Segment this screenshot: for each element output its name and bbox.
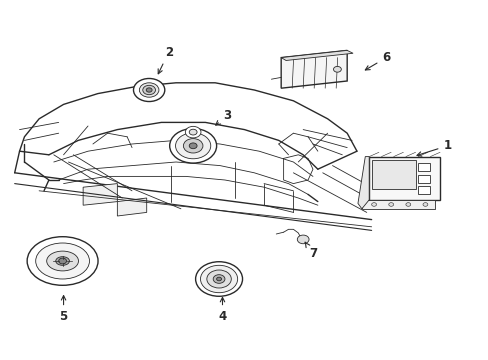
Polygon shape <box>368 157 439 200</box>
Text: 7: 7 <box>305 242 316 260</box>
Circle shape <box>183 139 203 153</box>
Circle shape <box>142 85 155 95</box>
Ellipse shape <box>56 257 69 265</box>
Circle shape <box>195 262 242 296</box>
Circle shape <box>200 265 237 293</box>
Ellipse shape <box>36 243 89 279</box>
Text: 6: 6 <box>365 51 389 70</box>
Circle shape <box>175 133 210 159</box>
Circle shape <box>206 270 231 288</box>
Polygon shape <box>417 186 429 194</box>
Polygon shape <box>361 200 434 209</box>
Polygon shape <box>371 160 415 189</box>
Polygon shape <box>417 163 429 171</box>
Polygon shape <box>281 50 346 88</box>
Circle shape <box>297 235 308 244</box>
Circle shape <box>333 66 341 72</box>
Circle shape <box>189 143 197 149</box>
Polygon shape <box>417 175 429 183</box>
Text: 5: 5 <box>60 296 67 323</box>
Ellipse shape <box>47 251 78 271</box>
Text: 4: 4 <box>218 297 226 323</box>
Circle shape <box>59 258 66 264</box>
Circle shape <box>405 203 410 206</box>
Circle shape <box>213 275 224 283</box>
Text: 3: 3 <box>215 109 231 125</box>
Circle shape <box>371 203 376 206</box>
Circle shape <box>133 78 164 102</box>
Polygon shape <box>357 157 368 209</box>
Text: 2: 2 <box>158 46 172 74</box>
Circle shape <box>169 129 216 163</box>
Circle shape <box>216 277 221 281</box>
Ellipse shape <box>27 237 98 285</box>
Text: 1: 1 <box>416 139 450 156</box>
Circle shape <box>189 129 197 135</box>
Polygon shape <box>83 184 117 205</box>
Circle shape <box>388 203 393 206</box>
Circle shape <box>146 88 152 92</box>
Circle shape <box>185 126 201 138</box>
Polygon shape <box>117 198 146 216</box>
Polygon shape <box>281 50 352 60</box>
Circle shape <box>139 83 159 97</box>
Circle shape <box>422 203 427 206</box>
